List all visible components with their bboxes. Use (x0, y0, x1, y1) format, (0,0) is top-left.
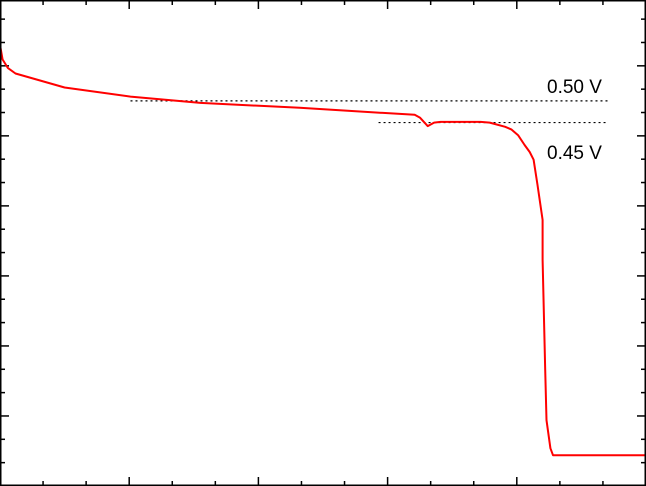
series-line-0 (0, 44, 646, 457)
reference-label-0.50V: 0.50 V (547, 77, 602, 98)
series-group (0, 44, 646, 457)
reference-label-0.45V: 0.45 V (547, 143, 602, 164)
